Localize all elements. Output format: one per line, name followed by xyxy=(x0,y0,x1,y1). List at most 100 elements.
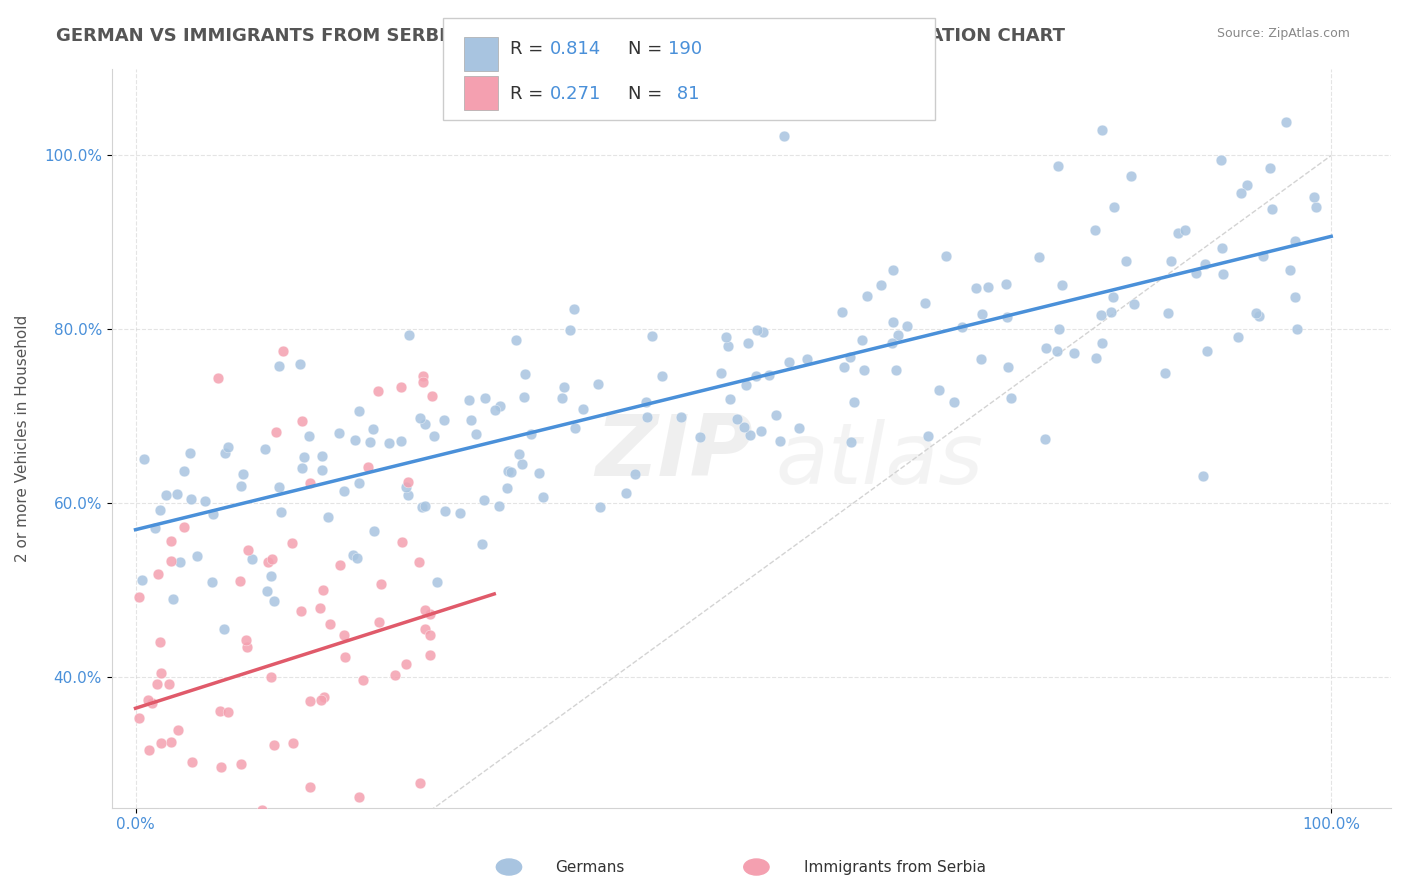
Point xyxy=(299,476,322,491)
Point xyxy=(212,622,235,636)
Point xyxy=(359,435,381,450)
Text: 190: 190 xyxy=(668,40,702,58)
Point xyxy=(342,548,364,562)
Point xyxy=(1090,308,1112,322)
Point xyxy=(716,338,738,352)
Point xyxy=(389,434,412,448)
Point xyxy=(179,446,201,460)
Point xyxy=(412,368,434,383)
Point xyxy=(832,359,855,374)
Point xyxy=(488,499,510,513)
Point xyxy=(747,322,769,336)
Point xyxy=(735,377,758,392)
Point xyxy=(389,380,412,394)
Point xyxy=(208,705,231,719)
Point xyxy=(1275,114,1298,128)
Point xyxy=(394,835,416,849)
Point xyxy=(1284,290,1306,304)
Point xyxy=(614,486,637,500)
Point xyxy=(252,803,274,817)
Point xyxy=(281,535,304,549)
Point xyxy=(209,760,232,774)
Point xyxy=(1251,249,1274,263)
Point xyxy=(343,433,366,447)
Point xyxy=(1119,169,1142,183)
Point xyxy=(256,555,278,569)
Point xyxy=(935,249,957,263)
Text: N =: N = xyxy=(628,85,668,103)
Point xyxy=(1166,226,1188,240)
Point xyxy=(651,369,673,384)
Point xyxy=(207,371,229,385)
Point xyxy=(1247,309,1270,323)
Point xyxy=(433,413,456,427)
Point xyxy=(149,736,172,750)
Point xyxy=(970,351,993,366)
Point xyxy=(146,677,169,691)
Point xyxy=(413,499,436,513)
Point xyxy=(1052,277,1074,292)
Point xyxy=(173,464,195,478)
Point xyxy=(714,330,737,344)
Point xyxy=(217,705,239,719)
Point xyxy=(166,487,188,501)
Point xyxy=(236,542,259,557)
Point xyxy=(1195,344,1218,359)
Point xyxy=(384,667,406,681)
Point xyxy=(856,289,879,303)
Point xyxy=(928,383,950,397)
Point xyxy=(415,622,437,636)
Point xyxy=(513,367,536,381)
Point xyxy=(141,696,163,710)
Point xyxy=(367,615,389,629)
Point xyxy=(553,380,575,394)
Point xyxy=(422,429,444,443)
Point xyxy=(350,880,373,892)
Point xyxy=(484,402,506,417)
Point xyxy=(186,549,208,563)
Point xyxy=(1279,263,1302,277)
Point xyxy=(841,435,863,450)
Point xyxy=(398,328,420,343)
Point xyxy=(510,457,533,471)
Point xyxy=(465,426,488,441)
Point xyxy=(1185,266,1208,280)
Point xyxy=(333,484,356,499)
Point xyxy=(149,502,172,516)
Point xyxy=(419,648,441,662)
Point xyxy=(260,670,283,684)
Text: Immigrants from Serbia: Immigrants from Serbia xyxy=(804,860,986,874)
Point xyxy=(202,507,225,521)
Point xyxy=(329,558,352,573)
Point xyxy=(298,780,321,794)
Point xyxy=(740,428,762,442)
Point xyxy=(1028,250,1050,264)
Y-axis label: 2 or more Vehicles in Household: 2 or more Vehicles in Household xyxy=(15,315,30,562)
Point xyxy=(472,493,495,508)
Point xyxy=(1212,267,1234,281)
Point xyxy=(309,693,332,707)
Text: R =: R = xyxy=(510,85,550,103)
Point xyxy=(636,409,658,424)
Point xyxy=(758,368,780,383)
Point xyxy=(1160,253,1182,268)
Point xyxy=(769,434,792,448)
Point xyxy=(977,280,1000,294)
Point xyxy=(155,888,177,892)
Point xyxy=(942,394,965,409)
Point xyxy=(395,480,418,494)
Point xyxy=(264,425,287,439)
Point xyxy=(231,479,253,493)
Point xyxy=(641,329,664,343)
Point xyxy=(292,450,315,465)
Point xyxy=(128,590,150,604)
Point xyxy=(844,394,866,409)
Point xyxy=(229,574,252,588)
Point xyxy=(488,400,510,414)
Point xyxy=(311,463,333,477)
Text: GERMAN VS IMMIGRANTS FROM SERBIA 2 OR MORE VEHICLES IN HOUSEHOLD CORRELATION CHA: GERMAN VS IMMIGRANTS FROM SERBIA 2 OR MO… xyxy=(56,27,1066,45)
Point xyxy=(887,328,910,343)
Point xyxy=(1209,153,1232,168)
Point xyxy=(260,569,283,583)
Point xyxy=(623,467,645,481)
